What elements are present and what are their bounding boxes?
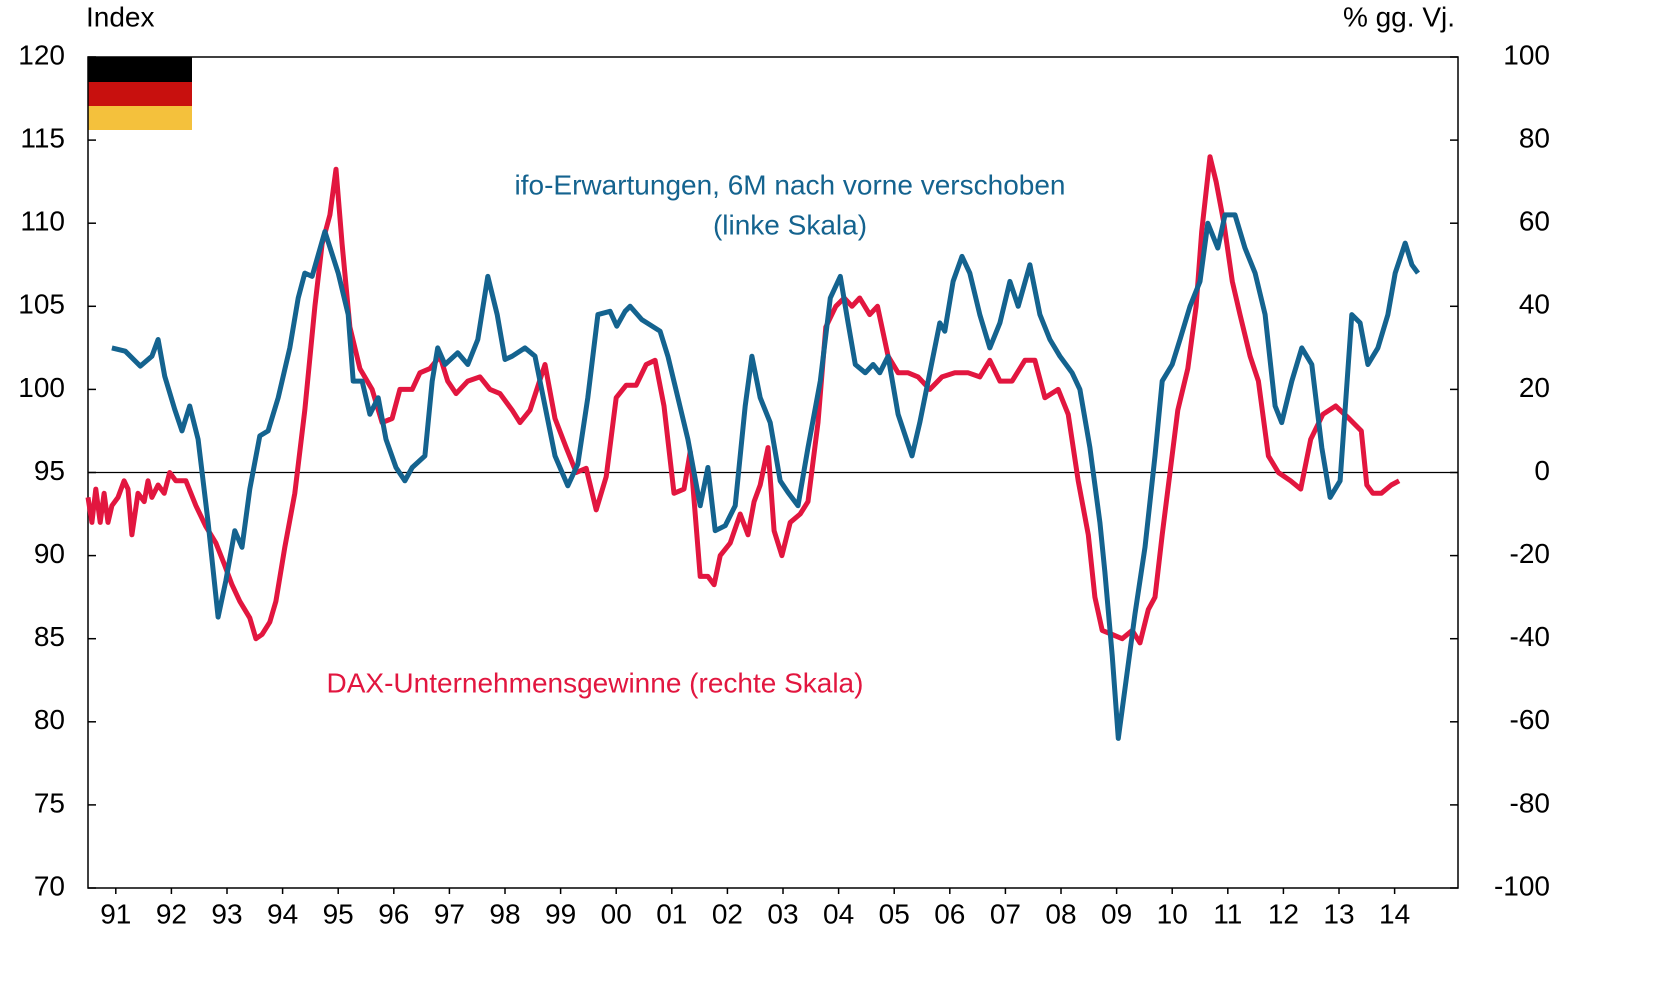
y-tick-label: 90: [34, 538, 65, 569]
x-tick-label: 14: [1379, 898, 1410, 929]
y-axis-label: Index: [86, 1, 155, 32]
x-tick-label: 09: [1101, 898, 1132, 929]
annotation: (linke Skala): [713, 209, 867, 240]
x-tick-label: 01: [656, 898, 687, 929]
y2-tick-label: -20: [1510, 538, 1550, 569]
y2-axis-label: % gg. Vj.: [1343, 1, 1455, 32]
y-tick-label: 75: [34, 787, 65, 818]
x-tick-label: 04: [823, 898, 854, 929]
y2-tick-label: 20: [1519, 372, 1550, 403]
y-tick-label: 120: [18, 39, 65, 70]
series-label: ifo-Erwartungen, 6M nach vorne verschobe…: [515, 169, 1066, 200]
y-tick-label: 100: [18, 372, 65, 403]
x-tick-label: 91: [100, 898, 131, 929]
y-tick-label: 105: [18, 289, 65, 320]
x-tick-label: 97: [434, 898, 465, 929]
y2-tick-label: -40: [1510, 621, 1550, 652]
y2-tick-label: 60: [1519, 206, 1550, 237]
y2-tick-label: -60: [1510, 704, 1550, 735]
series-line: [111, 212, 1421, 741]
y-tick-label: 110: [20, 206, 65, 237]
x-tick-label: 94: [267, 898, 298, 929]
y2-tick-label: 0: [1534, 455, 1550, 486]
y-tick-label: 115: [20, 122, 65, 153]
x-tick-label: 07: [990, 898, 1021, 929]
series-label: DAX-Unternehmensgewinne (rechte Skala): [327, 667, 864, 698]
x-tick-label: 05: [879, 898, 910, 929]
x-tick-label: 13: [1323, 898, 1354, 929]
y2-tick-label: -80: [1510, 787, 1550, 818]
y-tick-label: 95: [34, 455, 65, 486]
flag-gold: [88, 106, 192, 130]
y2-tick-label: 40: [1519, 289, 1550, 320]
x-tick-label: 06: [934, 898, 965, 929]
y-tick-label: 70: [34, 870, 65, 901]
x-tick-label: 10: [1157, 898, 1188, 929]
x-tick-label: 00: [601, 898, 632, 929]
x-tick-label: 02: [712, 898, 743, 929]
x-tick-label: 96: [378, 898, 409, 929]
y-tick-label: 85: [34, 621, 65, 652]
flag-black: [88, 57, 192, 82]
x-tick-label: 99: [545, 898, 576, 929]
x-tick-label: 08: [1045, 898, 1076, 929]
y2-tick-label: 100: [1503, 39, 1550, 70]
x-tick-label: 11: [1213, 898, 1242, 929]
x-tick-label: 92: [156, 898, 187, 929]
x-tick-label: 03: [767, 898, 798, 929]
y2-tick-label: 80: [1519, 122, 1550, 153]
y-tick-label: 80: [34, 704, 65, 735]
x-tick-label: 98: [489, 898, 520, 929]
x-tick-label: 95: [323, 898, 354, 929]
series-line: [85, 154, 1401, 646]
flag-red: [88, 82, 192, 106]
y2-tick-label: -100: [1494, 870, 1550, 901]
x-tick-label: 12: [1268, 898, 1299, 929]
x-tick-label: 93: [211, 898, 242, 929]
